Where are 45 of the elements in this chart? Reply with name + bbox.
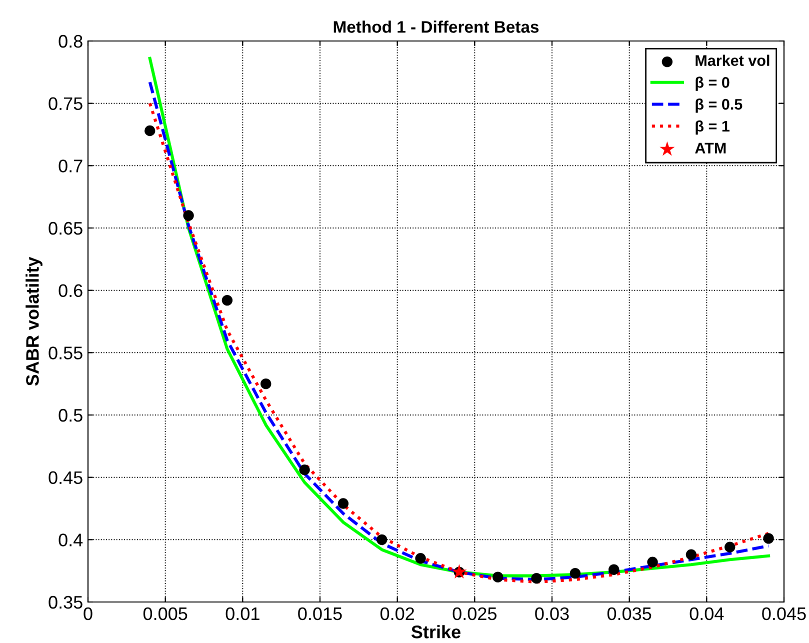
point [338,498,349,509]
point [299,464,310,476]
chart-title: Method 1 - Different Betas [334,20,539,33]
x-tick-label: 0.015 [298,607,342,620]
x-tick-label: 0.03 [535,607,569,620]
y-tick-label: 0.65 [48,222,82,235]
point [724,542,736,552]
y-tick-label: 0.55 [48,346,82,360]
y-tick-label: 0.45 [48,471,82,484]
y-tick-label: 0.35 [48,596,82,609]
point [260,378,272,390]
legend-label: Market vol [696,54,770,66]
y-tick-label: 0.7 [58,160,82,172]
x-tick-label: 0.01 [226,607,260,620]
x-tick-label: 0.035 [607,607,652,620]
point [183,210,194,221]
point [608,564,620,575]
point [647,556,658,568]
point [222,294,233,306]
x-tick-label: 0.025 [452,607,497,620]
x-tick-label: 0.04 [690,607,724,620]
point [452,564,467,578]
x-axis-title: Strike [411,625,460,638]
point [376,534,388,546]
y-tick-label: 0.75 [48,97,82,110]
point [570,568,581,579]
legend-label: β = 1 [696,120,730,135]
point [415,553,426,564]
y-axis-title: SABR volatility [26,256,42,386]
point [531,572,542,584]
point [686,549,697,560]
y-tick-label: 0.4 [58,534,83,546]
x-tick-label: 0.005 [143,607,188,620]
y-tick-label: 0.6 [58,284,82,298]
legend-label: β = 0.5 [696,98,742,113]
y-tick-label: 0.8 [58,34,82,48]
point [492,572,504,582]
y-tick-label: 0.5 [58,408,82,422]
point [144,125,156,136]
legend-label: ATM [695,142,726,154]
x-tick-label: 0.045 [762,607,806,620]
point [763,533,774,544]
x-tick-label: 0.02 [380,607,414,620]
legend-label: β = 0 [696,76,730,91]
x-tick-label: 0 [84,607,92,620]
